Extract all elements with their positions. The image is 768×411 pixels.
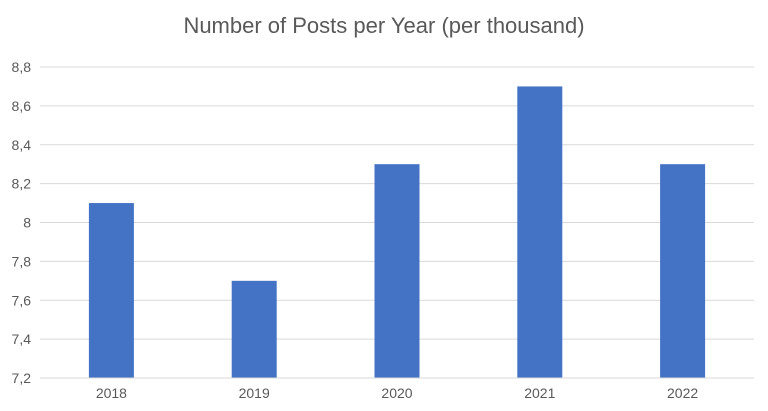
chart-title: Number of Posts per Year (per thousand) (183, 13, 585, 38)
x-tick-label: 2018 (96, 385, 127, 401)
y-tick-label: 8,8 (12, 59, 32, 75)
y-tick-label: 8,2 (12, 176, 32, 192)
x-tick-label: 2022 (667, 385, 698, 401)
y-tick-label: 7,2 (12, 370, 32, 386)
y-tick-label: 8,6 (12, 98, 32, 114)
y-tick-label: 7,8 (12, 253, 32, 269)
bar-2018 (88, 203, 134, 378)
y-tick-label: 7,4 (12, 331, 32, 347)
bar-2022 (660, 164, 706, 378)
y-tick-label: 8 (23, 215, 31, 231)
y-tick-label: 8,4 (12, 137, 32, 153)
bar-2019 (231, 280, 277, 378)
bar-2020 (374, 164, 420, 378)
x-tick-label: 2020 (381, 385, 412, 401)
y-tick-label: 7,6 (12, 292, 32, 308)
bar-2021 (517, 86, 563, 378)
x-tick-label: 2021 (524, 385, 555, 401)
x-tick-label: 2019 (239, 385, 270, 401)
